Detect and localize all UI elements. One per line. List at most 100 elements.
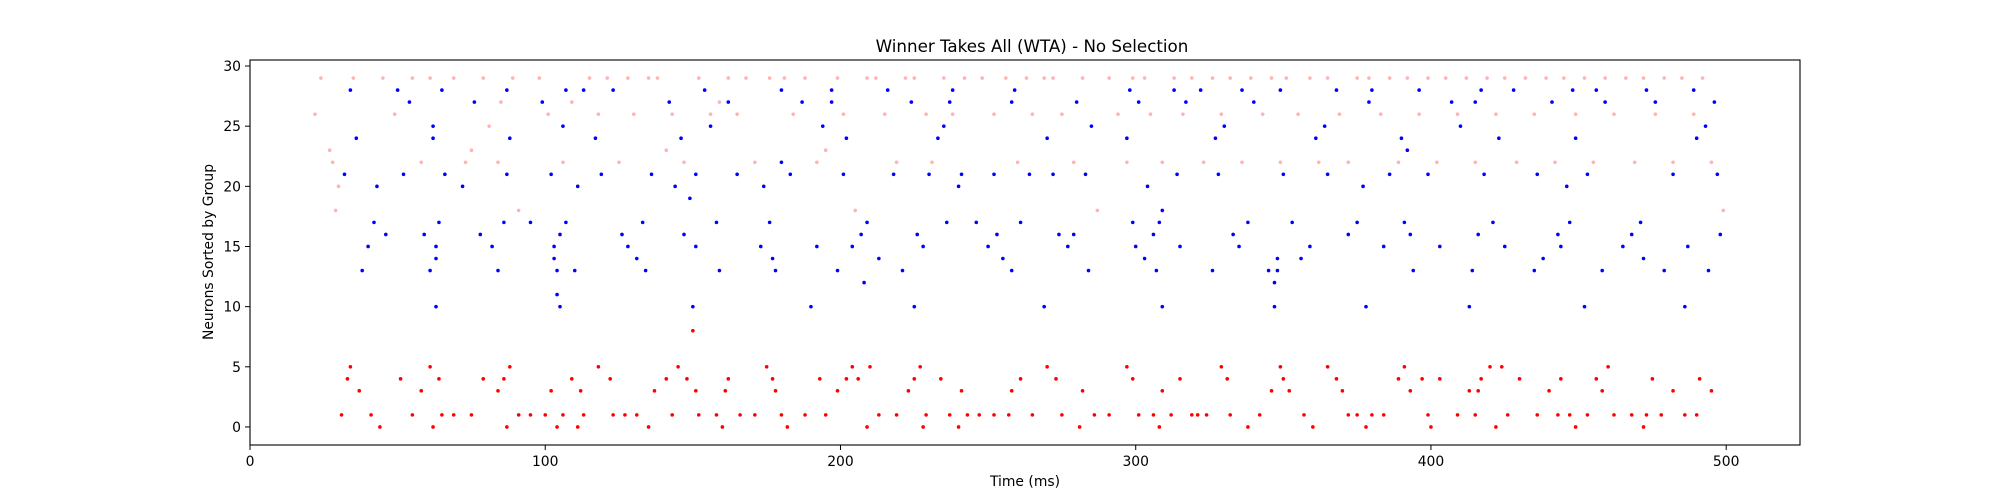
spike-point [472, 100, 477, 104]
spike-point [1012, 88, 1017, 92]
spike-point [1015, 160, 1020, 165]
spike-point [608, 377, 612, 381]
spike-point [1653, 112, 1658, 116]
spike-point [632, 112, 636, 116]
spike-point [537, 76, 542, 80]
spike-point [1426, 76, 1430, 80]
spike-point [1278, 88, 1283, 92]
spike-point [428, 365, 432, 369]
spike-point [596, 365, 601, 369]
spike-point [1449, 100, 1454, 104]
spike-point [894, 413, 899, 417]
spike-point [1204, 413, 1209, 417]
spike-point [1142, 256, 1147, 261]
spike-point [1125, 136, 1129, 140]
spike-point [1042, 76, 1046, 80]
spike-point [974, 220, 979, 225]
spike-point [1624, 76, 1628, 80]
spike-point [992, 172, 996, 177]
spike-point [1485, 76, 1489, 80]
spike-point [487, 124, 491, 128]
spike-point [372, 220, 376, 225]
spike-point [1683, 413, 1687, 417]
spike-point [1045, 365, 1049, 369]
spike-point [912, 76, 917, 80]
spike-point [510, 76, 515, 80]
spike-point [1228, 76, 1232, 80]
spike-point [930, 160, 934, 165]
spike-point [1378, 112, 1383, 116]
spike-point [1346, 232, 1351, 237]
spike-point [1567, 220, 1572, 225]
spike-point [1559, 377, 1563, 381]
spike-point [1231, 232, 1235, 237]
y-tick-label: 0 [232, 420, 241, 436]
spike-point [894, 160, 899, 165]
spike-point [679, 136, 683, 140]
spike-point [865, 425, 869, 429]
spike-point [1151, 413, 1156, 417]
spike-point [1644, 88, 1649, 92]
spike-point [1219, 112, 1224, 116]
spike-point [726, 100, 731, 104]
spike-point [1641, 425, 1646, 429]
spike-point [909, 100, 914, 104]
spike-point [744, 76, 748, 80]
spike-point [431, 136, 435, 140]
spike-point [1502, 76, 1507, 80]
spike-point [1066, 244, 1070, 249]
spike-point [1582, 76, 1587, 80]
spike-point [1142, 76, 1147, 80]
spike-point [1004, 76, 1008, 80]
spike-point [1181, 112, 1185, 116]
spike-point [1671, 389, 1675, 393]
spike-point [469, 148, 474, 153]
spike-point [1482, 172, 1486, 177]
spike-point [1269, 389, 1274, 393]
spike-point [977, 413, 982, 417]
spike-point [1045, 136, 1049, 140]
spike-point [1024, 76, 1029, 80]
spike-point [1502, 244, 1507, 249]
spike-point [419, 389, 424, 393]
spike-point [1612, 413, 1616, 417]
chart-title: Winner Takes All (WTA) - No Selection [876, 36, 1189, 56]
spike-point [1278, 365, 1283, 369]
spike-point [1370, 88, 1374, 92]
spike-point [646, 425, 651, 429]
spike-point [856, 377, 860, 381]
spike-point [761, 184, 766, 189]
spike-point [1420, 377, 1424, 381]
spike-point [626, 244, 630, 249]
spike-point [803, 413, 807, 417]
spike-point [1006, 413, 1011, 417]
spike-point [1325, 76, 1330, 80]
spike-point [1130, 76, 1135, 80]
spike-point [1470, 268, 1475, 273]
y-tick-label: 25 [223, 119, 241, 135]
spike-point [1160, 389, 1165, 393]
spike-point [1653, 100, 1658, 104]
spike-point [643, 268, 648, 273]
spike-point [921, 244, 925, 249]
spike-point [502, 377, 506, 381]
spike-point [779, 413, 784, 417]
spike-point [1680, 76, 1684, 80]
spike-point [623, 413, 627, 417]
spike-point [1488, 365, 1492, 369]
y-tick-label: 5 [232, 360, 241, 376]
spike-point [714, 413, 719, 417]
spike-point [1402, 220, 1407, 225]
spike-point [1190, 413, 1194, 417]
spike-point [1125, 365, 1129, 369]
spike-point [1148, 112, 1153, 116]
spike-point [1296, 112, 1300, 116]
spike-point [924, 413, 928, 417]
spike-point [1600, 268, 1604, 273]
spike-point [924, 112, 928, 116]
spike-point [1092, 413, 1097, 417]
spike-point [912, 304, 917, 309]
spike-point [1281, 377, 1286, 381]
